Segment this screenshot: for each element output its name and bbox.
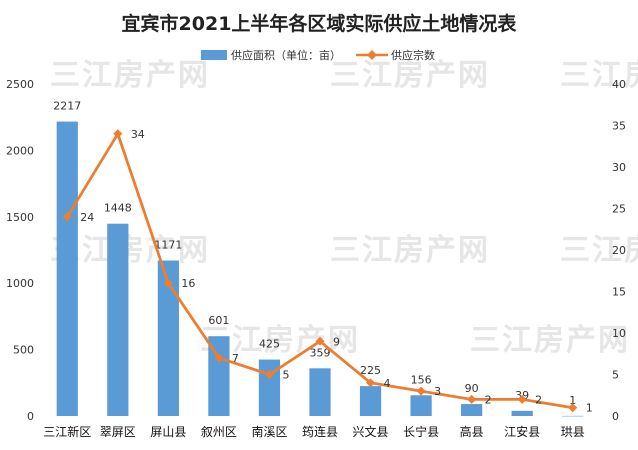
line-marker	[416, 386, 426, 396]
line-data-label: 4	[384, 377, 391, 390]
y-left-tick-label: 0	[27, 410, 34, 423]
legend-swatch-bar	[201, 50, 227, 60]
bar	[461, 404, 483, 416]
x-category-label: 叙州区	[201, 425, 237, 439]
y-left-tick-label: 1000	[6, 277, 34, 290]
x-category-label: 翠屏区	[100, 425, 136, 439]
legend-label-bar: 供应面积（单位：亩）	[231, 48, 341, 62]
x-category-label: 筠连县	[302, 424, 338, 439]
bar-data-label: 90	[465, 382, 479, 395]
line-data-label: 24	[80, 211, 94, 224]
watermark-text: 三江房产网	[560, 233, 638, 268]
x-category-label: 屏山县	[150, 425, 186, 439]
bar-data-label: 359	[310, 346, 331, 359]
y-left-tick-label: 2000	[6, 144, 34, 157]
line-marker	[517, 394, 527, 404]
x-category-label: 高县	[460, 424, 484, 439]
line-data-label: 1	[586, 402, 593, 415]
bar	[157, 260, 179, 416]
y-right-tick-label: 35	[612, 120, 626, 133]
y-right-tick-label: 40	[612, 78, 626, 91]
legend-label-line: 供应宗数	[391, 48, 435, 62]
bar	[562, 415, 584, 417]
y-left-tick-label: 1500	[6, 211, 34, 224]
x-axis-categories: 三江新区 翠屏区 屏山县 叙州区 南溪区 筠连县 兴文县 长宁县 高县 江安县 珙县	[43, 424, 584, 439]
chart-title: 宜宾市2021上半年各区域实际供应土地情况表	[122, 12, 518, 35]
y-right-tick-label: 0	[612, 410, 619, 423]
watermark-text: 三江房产网	[330, 233, 490, 268]
line-data-label: 2	[485, 393, 492, 406]
legend: 供应面积（单位：亩） 供应宗数	[201, 48, 435, 62]
bar-data-label: 1448	[104, 202, 132, 215]
y-left-tick-label: 2500	[6, 78, 34, 91]
bar-data-label: 425	[259, 338, 280, 351]
bar-data-label: 601	[208, 314, 229, 327]
line-data-label: 3	[434, 385, 441, 398]
line-marker	[467, 394, 477, 404]
y-right-tick-label: 15	[612, 286, 626, 299]
bar	[56, 121, 78, 416]
line-marker	[366, 378, 376, 388]
y-axis-left: 0 500 1000 1500 2000 2500	[6, 78, 34, 423]
line-data-label: 2	[535, 393, 542, 406]
x-category-label: 珙县	[561, 425, 585, 439]
bar	[107, 223, 129, 416]
line-path	[66, 132, 573, 410]
y-right-tick-label: 10	[612, 327, 626, 340]
y-right-tick-label: 5	[612, 369, 619, 382]
line-data-label: 9	[333, 335, 340, 348]
watermark-text: 三江房产网	[470, 323, 630, 358]
bar-data-label: 1	[569, 394, 576, 407]
bar-data-label: 1171	[154, 238, 182, 251]
line-data-label: 16	[181, 277, 195, 290]
bar-data-label: 225	[360, 364, 381, 377]
line-marker	[315, 336, 325, 346]
bar	[410, 395, 432, 416]
line-marker	[264, 370, 274, 379]
bar	[309, 368, 331, 416]
watermark-text: 三江房产网	[330, 58, 490, 93]
x-category-label: 南溪区	[251, 424, 287, 439]
line-data-label: 5	[282, 369, 289, 382]
bar	[511, 410, 533, 416]
line-data-labels: 24 34 16 7 5 9 4 3 2 2 1	[80, 128, 592, 415]
y-right-tick-label: 20	[612, 244, 626, 257]
bar-data-label: 2217	[53, 100, 81, 113]
line-marker	[214, 353, 224, 363]
x-category-label: 三江新区	[43, 424, 91, 439]
y-axis-right: 0 5 10 15 20 25 30 35 40	[612, 78, 626, 423]
watermark-text: 三江房产网	[50, 58, 210, 93]
line-marker	[113, 129, 123, 139]
bar	[208, 336, 230, 416]
line-series	[62, 129, 578, 413]
bar-series	[56, 121, 584, 417]
line-marker	[62, 212, 72, 222]
y-right-tick-label: 25	[612, 203, 626, 216]
x-category-label: 长宁县	[403, 424, 439, 439]
x-category-label: 江安县	[504, 424, 540, 439]
x-category-label: 兴文县	[353, 424, 389, 439]
line-data-label: 7	[232, 352, 239, 365]
watermark-layer: 三江房产网三江房产网三江房产网三江房产网三江房产网三江房产网三江房产网三江房产网	[50, 58, 638, 358]
line-marker	[163, 278, 173, 288]
line-marker	[568, 403, 578, 413]
bar-data-label: 156	[411, 373, 432, 386]
y-left-tick-label: 500	[13, 344, 34, 357]
line-data-label: 34	[131, 128, 145, 141]
watermark-text: 三江房产网	[560, 58, 638, 93]
bar	[359, 386, 382, 416]
y-right-tick-label: 30	[612, 161, 626, 174]
legend-marker-line	[367, 50, 377, 60]
